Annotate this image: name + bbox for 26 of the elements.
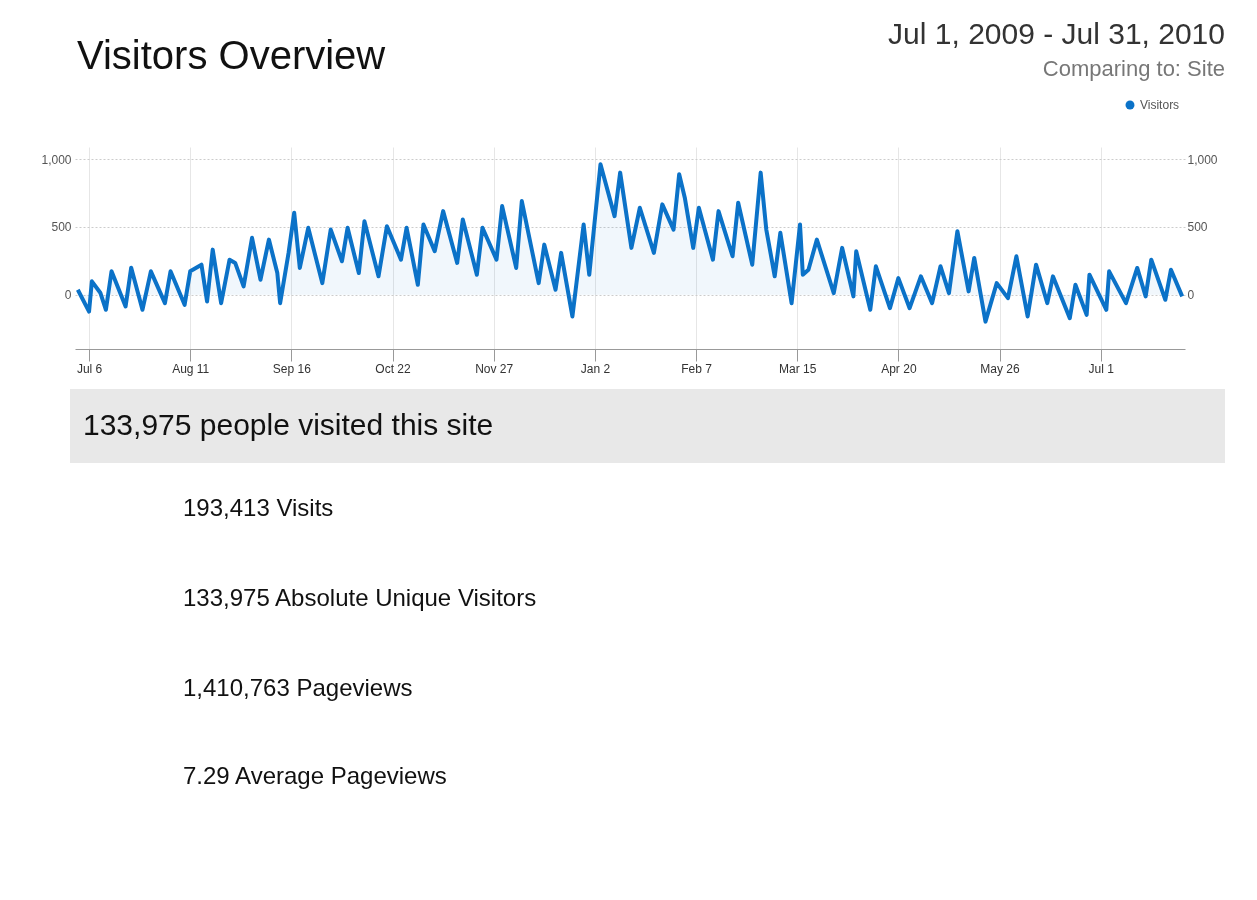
text: 133,975 people visited this site bbox=[83, 408, 494, 441]
y-tick-label: 0 bbox=[64, 288, 72, 303]
x-tick-label: Jan 2 bbox=[580, 361, 611, 376]
x-tick-label: Nov 27 bbox=[475, 361, 514, 376]
x-tick-label: Sep 16 bbox=[272, 361, 312, 376]
x-tick-label: Aug 11 bbox=[172, 361, 210, 376]
chart-title: Visitors Overview bbox=[77, 33, 386, 77]
x-tick-label: Apr 20 bbox=[881, 361, 917, 376]
x-tick-label: Feb 7 bbox=[681, 361, 713, 376]
y2-tick-label: 500 bbox=[1187, 220, 1208, 235]
y2-tick-label: 0 bbox=[1187, 288, 1195, 303]
x-tick-label: Jul 1 bbox=[1088, 361, 1115, 376]
x-tick-label: May 26 bbox=[980, 361, 1021, 376]
x-tick-label: Mar 15 bbox=[779, 361, 817, 376]
y-tick-label: 500 bbox=[51, 220, 72, 235]
text: 133,975 Absolute Unique Visitors bbox=[183, 584, 537, 611]
x-tick-label: Oct 22 bbox=[375, 361, 412, 376]
text: Jul 1, 2009 - Jul 31, 2010 bbox=[888, 17, 1225, 50]
x-tick-label: Jul 6 bbox=[76, 361, 103, 376]
legend-label: Visitors bbox=[1140, 98, 1180, 112]
text: 193,413 Visits bbox=[183, 494, 334, 521]
y-tick-label: 1,000 bbox=[41, 152, 72, 167]
text: Comparing to: Site bbox=[1042, 56, 1225, 81]
text: 7.29 Average Pageviews bbox=[183, 762, 447, 789]
text: 1,410,763 Pageviews bbox=[183, 674, 413, 701]
y2-tick-label: 1,000 bbox=[1187, 152, 1218, 167]
